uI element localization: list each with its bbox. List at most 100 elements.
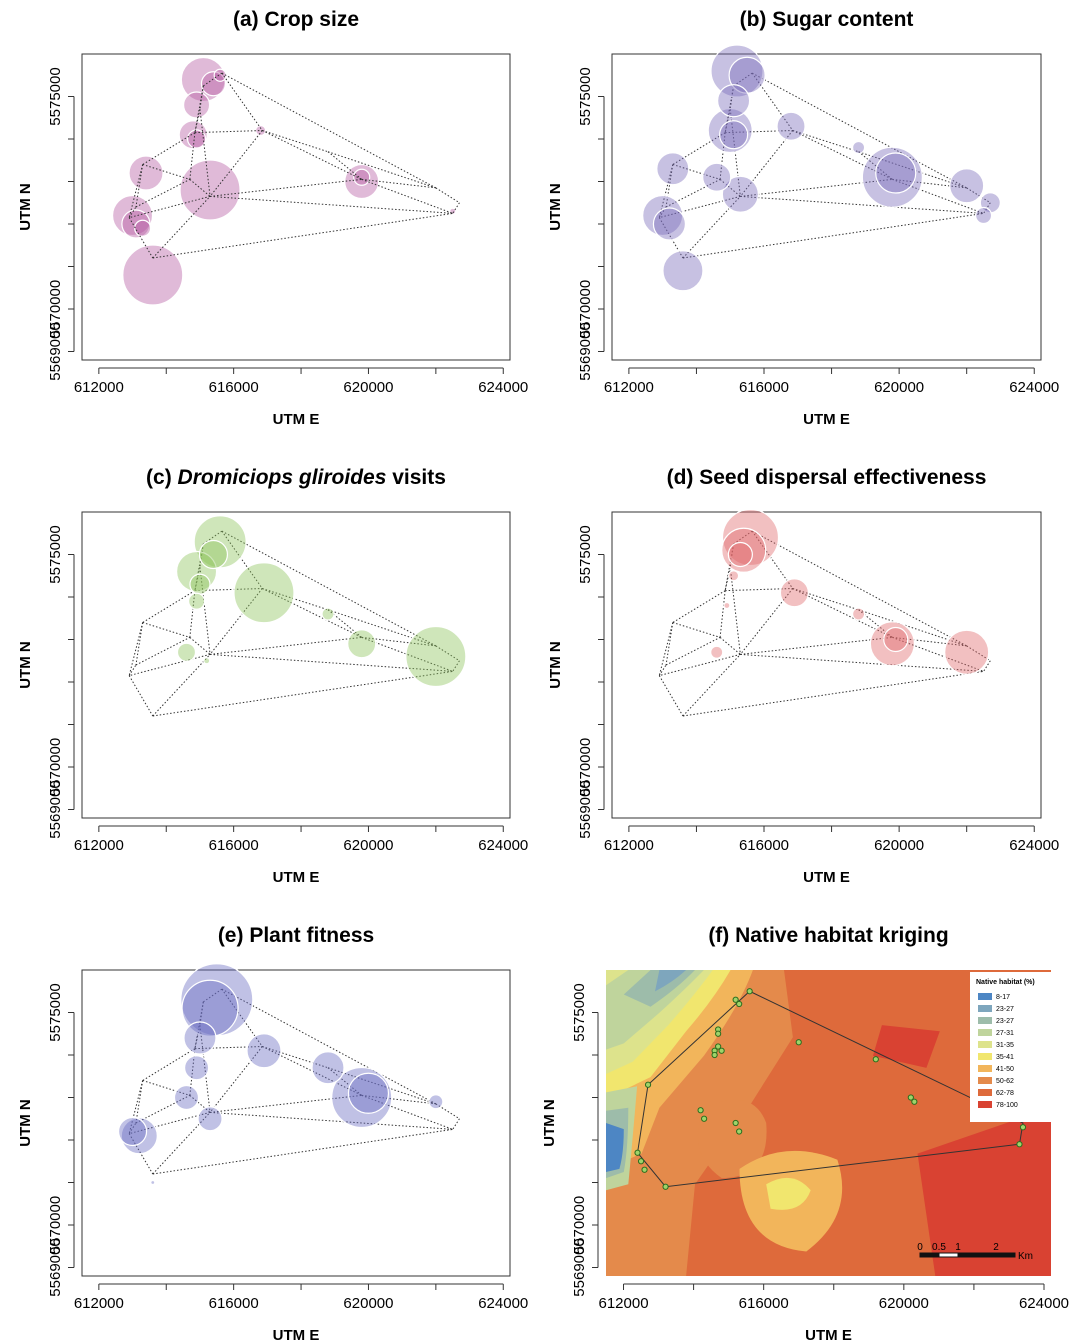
network-edge xyxy=(435,1103,460,1120)
bubble xyxy=(721,508,780,567)
y-axis-title: UTM N xyxy=(547,641,564,689)
bubble xyxy=(719,120,749,150)
bubble xyxy=(949,168,985,204)
bubble xyxy=(702,162,732,192)
y-axis-title: UTM N xyxy=(541,1099,558,1147)
network-edge xyxy=(966,187,991,204)
y-tick-label: 5570000 xyxy=(577,738,594,796)
network-edge xyxy=(672,164,721,180)
network-edge xyxy=(135,164,144,208)
panel-f: Native habitat (%) 8-17 23-27 23-27 27-31 31-… xyxy=(541,924,1069,1343)
bubble xyxy=(869,621,915,667)
network-edge xyxy=(740,195,984,214)
network-edge xyxy=(152,670,453,717)
bubble xyxy=(183,1021,217,1055)
bubble xyxy=(150,1179,156,1186)
y-tick-label: 5575000 xyxy=(47,983,64,1041)
network-edge xyxy=(892,636,984,672)
x-tick-label: 620000 xyxy=(343,837,393,854)
network-edge xyxy=(665,622,674,666)
x-axis-title: UTM E xyxy=(273,869,320,886)
bubble xyxy=(198,539,229,570)
network-edge xyxy=(128,217,154,259)
y-tick-label: 5570000 xyxy=(47,738,64,796)
x-tick-label: 620000 xyxy=(879,1295,929,1312)
scale-bar: 0 0.5 1 2 Km xyxy=(917,1242,1033,1262)
network-edge xyxy=(733,530,753,545)
y-tick-label: 5575000 xyxy=(577,525,594,583)
network-edge xyxy=(209,130,263,197)
network-edge xyxy=(739,588,794,655)
network-edge xyxy=(665,164,674,208)
bubble xyxy=(311,1051,345,1085)
network-edge xyxy=(210,195,453,214)
habitat-zone xyxy=(873,1025,940,1068)
scale-bar-segment xyxy=(919,1252,940,1258)
y-tick-label: 5569000 xyxy=(47,780,64,838)
scale-bar-segment xyxy=(976,1252,1016,1258)
legend-swatch xyxy=(978,1005,992,1012)
bubble xyxy=(134,219,152,237)
legend-label: 41-50 xyxy=(996,1066,1014,1073)
network-edge xyxy=(262,1046,362,1096)
x-axis-title: UTM E xyxy=(803,869,850,886)
network-edge xyxy=(221,72,263,131)
network-edge xyxy=(209,1046,263,1113)
network-edge xyxy=(135,1080,144,1124)
network-edge xyxy=(210,1111,453,1130)
legend-label: 31-35 xyxy=(996,1042,1014,1049)
bubble xyxy=(875,152,917,194)
x-axis-title: UTM E xyxy=(273,1327,320,1343)
plot-frame xyxy=(611,53,1042,361)
site-marker xyxy=(644,1081,652,1088)
y-tick-label: 5575000 xyxy=(47,67,64,125)
y-tick-label: 5569000 xyxy=(47,1238,64,1296)
network-edge xyxy=(327,1067,437,1105)
network-edge xyxy=(221,988,263,1047)
network-edge xyxy=(199,109,211,197)
network-edge xyxy=(682,654,741,717)
scale-bar-segment xyxy=(938,1252,959,1258)
network-edge xyxy=(435,645,460,662)
network-edge xyxy=(135,636,191,666)
panel-a: (a) Crop size 612000 616000 620000 624000 UTM… xyxy=(17,8,528,428)
bubble xyxy=(723,601,731,610)
network-edge xyxy=(327,609,437,647)
network-edge xyxy=(128,1133,154,1175)
network-edge xyxy=(361,1094,453,1130)
bubble xyxy=(180,56,226,103)
scale-bar-unit: Km xyxy=(1018,1251,1033,1262)
legend-label: 78-100 xyxy=(996,1102,1018,1109)
network-edge xyxy=(221,530,263,589)
network-edge xyxy=(658,622,674,676)
site-marker xyxy=(637,1158,645,1165)
x-tick-label: 624000 xyxy=(1009,837,1059,854)
network-edge xyxy=(858,151,893,180)
panel-title-a: (a) Crop size xyxy=(233,8,359,31)
network-edge xyxy=(189,132,196,180)
network-edge xyxy=(724,543,735,591)
network-edge xyxy=(128,675,154,717)
network-edge xyxy=(152,654,211,717)
x-tick-label: 624000 xyxy=(478,1295,528,1312)
x-tick-label: 624000 xyxy=(478,837,528,854)
network-edge xyxy=(719,178,741,197)
x-tick-label: 612000 xyxy=(598,1295,648,1312)
bubble xyxy=(182,91,211,119)
x-tick-label: 612000 xyxy=(74,1295,124,1312)
bubble xyxy=(974,206,993,225)
network-edge xyxy=(719,132,726,180)
scale-bar-label: 0 xyxy=(917,1242,923,1253)
x-tick-label: 616000 xyxy=(209,837,259,854)
bubble xyxy=(353,168,371,186)
network-edge xyxy=(262,130,329,153)
network-edge xyxy=(361,178,453,214)
bubble xyxy=(203,657,211,665)
bubble xyxy=(122,244,184,306)
network-edge xyxy=(740,653,984,672)
y-tick-label: 5575000 xyxy=(577,67,594,125)
x-tick-label: 620000 xyxy=(874,379,924,396)
network-edge xyxy=(203,72,223,87)
network-edge xyxy=(210,178,362,197)
scale-bar-segment xyxy=(957,1252,978,1258)
